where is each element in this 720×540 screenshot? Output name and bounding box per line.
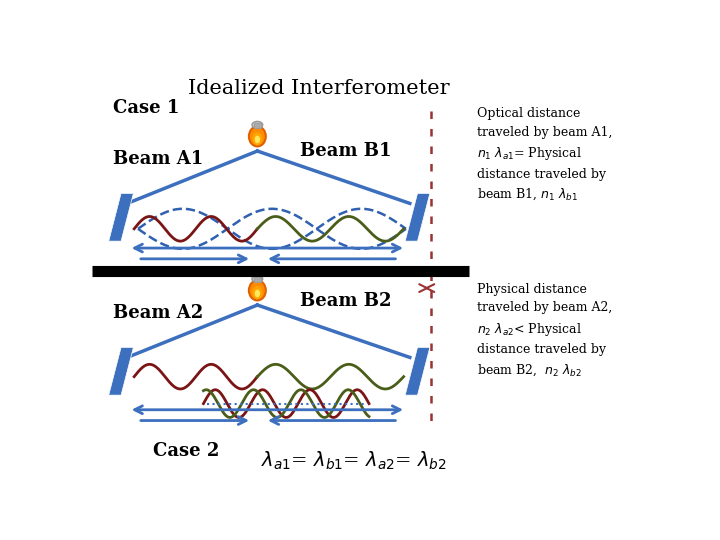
Bar — [253, 278, 261, 282]
Ellipse shape — [249, 280, 266, 300]
Ellipse shape — [252, 132, 262, 145]
Text: Beam A2: Beam A2 — [113, 303, 204, 321]
Polygon shape — [109, 193, 133, 241]
Polygon shape — [109, 347, 133, 395]
Text: $\lambda_{a1}$= $\lambda_{b1}$= $\lambda_{a2}$= $\lambda_{b2}$: $\lambda_{a1}$= $\lambda_{b1}$= $\lambda… — [261, 450, 447, 472]
Ellipse shape — [255, 136, 260, 143]
Polygon shape — [405, 193, 430, 241]
Text: Idealized Interferometer: Idealized Interferometer — [188, 79, 450, 98]
Ellipse shape — [255, 289, 260, 298]
Ellipse shape — [252, 275, 263, 282]
Ellipse shape — [249, 126, 266, 146]
Text: Physical distance
traveled by beam A2,
$n_2$ $\lambda_{a2}$< Physical
distance t: Physical distance traveled by beam A2, $… — [477, 283, 612, 378]
Bar — [253, 123, 261, 128]
Text: Case 2: Case 2 — [153, 442, 220, 460]
Ellipse shape — [252, 286, 262, 299]
Text: Beam B1: Beam B1 — [300, 142, 391, 160]
Text: Optical distance
traveled by beam A1,
$n_1$ $\lambda_{a1}$= Physical
distance tr: Optical distance traveled by beam A1, $n… — [477, 107, 612, 202]
Text: Case 1: Case 1 — [113, 99, 180, 117]
Text: Beam B2: Beam B2 — [300, 292, 391, 310]
Ellipse shape — [252, 122, 263, 129]
Polygon shape — [405, 347, 430, 395]
Text: Beam A1: Beam A1 — [113, 150, 204, 167]
